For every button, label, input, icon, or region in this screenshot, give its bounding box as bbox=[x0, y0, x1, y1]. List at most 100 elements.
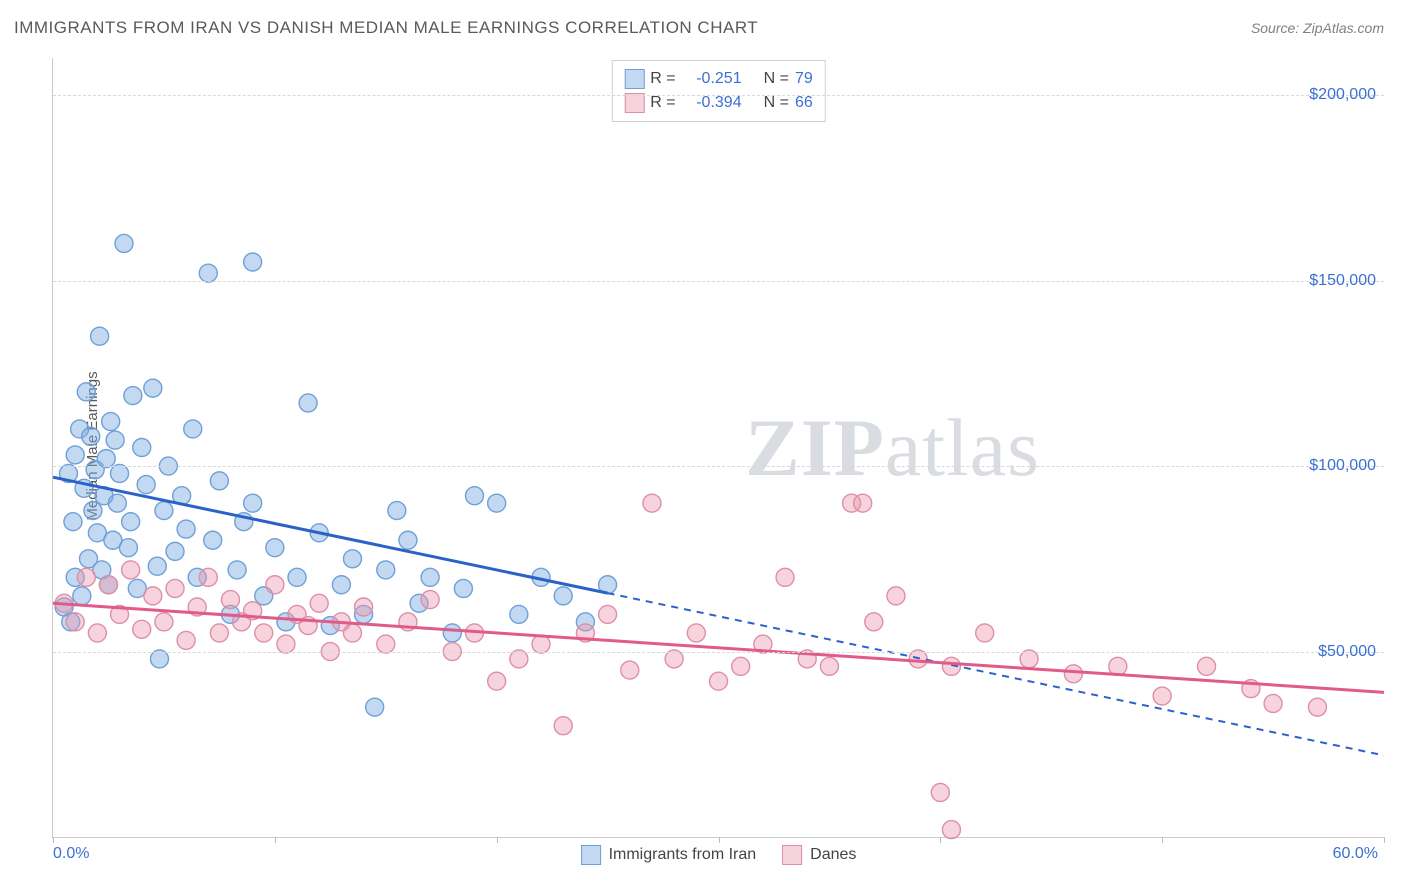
gridline bbox=[53, 281, 1384, 282]
legend-correlation: R =-0.251N =79R =-0.394N =66 bbox=[611, 60, 825, 122]
data-point bbox=[377, 561, 395, 579]
source-label: Source: ZipAtlas.com bbox=[1251, 20, 1384, 36]
data-point bbox=[465, 487, 483, 505]
legend-label: Danes bbox=[810, 846, 856, 864]
x-tick-label: 60.0% bbox=[1333, 845, 1378, 863]
data-point bbox=[99, 576, 117, 594]
legend-R-value: -0.251 bbox=[682, 67, 742, 91]
data-point bbox=[84, 502, 102, 520]
legend-swatch bbox=[581, 845, 601, 865]
x-tick-mark bbox=[53, 837, 54, 843]
x-tick-mark bbox=[1162, 837, 1163, 843]
data-point bbox=[377, 635, 395, 653]
data-point bbox=[1153, 687, 1171, 705]
data-point bbox=[510, 650, 528, 668]
data-point bbox=[210, 624, 228, 642]
chart-title: IMMIGRANTS FROM IRAN VS DANISH MEDIAN MA… bbox=[14, 18, 758, 38]
data-point bbox=[210, 472, 228, 490]
data-point bbox=[199, 264, 217, 282]
data-point bbox=[150, 650, 168, 668]
data-point bbox=[64, 513, 82, 531]
data-point bbox=[1198, 657, 1216, 675]
data-point bbox=[621, 661, 639, 679]
data-point bbox=[366, 698, 384, 716]
data-point bbox=[1020, 650, 1038, 668]
data-point bbox=[554, 717, 572, 735]
legend-label: Immigrants from Iran bbox=[609, 846, 757, 864]
data-point bbox=[510, 605, 528, 623]
data-point bbox=[887, 587, 905, 605]
data-point bbox=[343, 550, 361, 568]
data-point bbox=[133, 439, 151, 457]
data-point bbox=[665, 650, 683, 668]
data-point bbox=[184, 420, 202, 438]
data-point bbox=[1308, 698, 1326, 716]
data-point bbox=[488, 672, 506, 690]
data-point bbox=[554, 587, 572, 605]
data-point bbox=[820, 657, 838, 675]
data-point bbox=[88, 624, 106, 642]
data-point bbox=[166, 542, 184, 560]
data-point bbox=[421, 591, 439, 609]
data-point bbox=[488, 494, 506, 512]
data-point bbox=[199, 568, 217, 586]
x-tick-mark bbox=[940, 837, 941, 843]
data-point bbox=[931, 783, 949, 801]
data-point bbox=[177, 631, 195, 649]
data-point bbox=[119, 539, 137, 557]
data-point bbox=[454, 579, 472, 597]
data-point bbox=[122, 561, 140, 579]
chart-svg bbox=[53, 58, 1384, 837]
data-point bbox=[399, 531, 417, 549]
data-point bbox=[137, 476, 155, 494]
gridline bbox=[53, 466, 1384, 467]
x-tick-mark bbox=[1384, 837, 1385, 843]
data-point bbox=[244, 253, 262, 271]
legend-N-label: N = bbox=[764, 67, 789, 91]
data-point bbox=[166, 579, 184, 597]
legend-N-value: 79 bbox=[795, 67, 813, 91]
data-point bbox=[102, 413, 120, 431]
data-point bbox=[144, 379, 162, 397]
data-point bbox=[388, 502, 406, 520]
data-point bbox=[122, 513, 140, 531]
data-point bbox=[266, 539, 284, 557]
data-point bbox=[776, 568, 794, 586]
data-point bbox=[144, 587, 162, 605]
data-point bbox=[97, 450, 115, 468]
legend-swatch bbox=[782, 845, 802, 865]
data-point bbox=[77, 383, 95, 401]
data-point bbox=[115, 234, 133, 252]
y-tick-label: $200,000 bbox=[1309, 86, 1376, 104]
legend-R-label: R = bbox=[650, 67, 675, 91]
data-point bbox=[108, 494, 126, 512]
legend-series: Immigrants from Iran Danes bbox=[581, 845, 857, 865]
x-tick-mark bbox=[275, 837, 276, 843]
data-point bbox=[111, 464, 129, 482]
data-point bbox=[266, 576, 284, 594]
data-point bbox=[204, 531, 222, 549]
gridline bbox=[53, 652, 1384, 653]
y-tick-label: $150,000 bbox=[1309, 272, 1376, 290]
data-point bbox=[66, 613, 84, 631]
data-point bbox=[124, 387, 142, 405]
data-point bbox=[865, 613, 883, 631]
data-point bbox=[599, 605, 617, 623]
data-point bbox=[221, 591, 239, 609]
data-point bbox=[310, 594, 328, 612]
data-point bbox=[687, 624, 705, 642]
data-point bbox=[343, 624, 361, 642]
data-point bbox=[106, 431, 124, 449]
data-point bbox=[976, 624, 994, 642]
legend-item: Immigrants from Iran bbox=[581, 845, 757, 865]
x-tick-mark bbox=[719, 837, 720, 843]
data-point bbox=[355, 598, 373, 616]
data-point bbox=[288, 568, 306, 586]
gridline bbox=[53, 95, 1384, 96]
data-point bbox=[91, 327, 109, 345]
data-point bbox=[148, 557, 166, 575]
data-point bbox=[244, 494, 262, 512]
data-point bbox=[1064, 665, 1082, 683]
data-point bbox=[332, 576, 350, 594]
data-point bbox=[942, 821, 960, 839]
